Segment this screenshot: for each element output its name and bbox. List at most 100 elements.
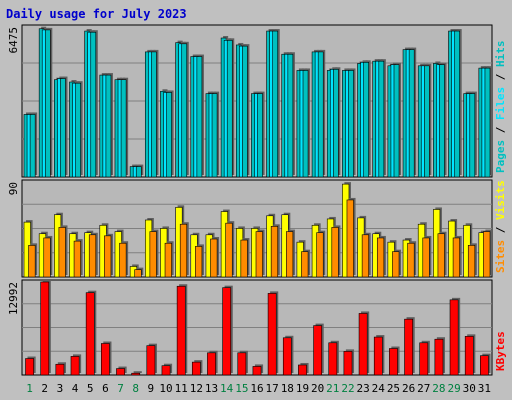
x-label-day-6: 6	[102, 382, 109, 395]
bar-visits-sites-sites-8	[134, 269, 142, 278]
bar-hits-files-pages-pages-29	[454, 30, 460, 178]
bar-hits-files-pages-pages-19	[302, 70, 309, 178]
bar-visits-sites-sites-30	[467, 245, 476, 278]
bar-hits-files-pages-pages-3	[60, 78, 66, 178]
bar-visits-sites-sites-27	[422, 237, 430, 278]
bar-kbytes-kbytes-4	[70, 356, 80, 376]
x-label-day-28: 28	[432, 382, 445, 395]
legend-part-pages: Pages	[494, 140, 507, 173]
bar-hits-files-pages-pages-10	[166, 92, 172, 178]
bar-kbytes-kbytes-3	[55, 363, 65, 376]
bar-shadow-kbytes-kbytes-8	[133, 371, 142, 373]
bar-kbytes-kbytes-31	[480, 355, 489, 376]
bar-kbytes-kbytes-24	[373, 336, 383, 376]
bar-kbytes-kbytes-1	[25, 358, 34, 376]
bar-kbytes-kbytes-6	[101, 343, 110, 376]
bar-hits-files-pages-pages-9	[151, 51, 157, 178]
bar-kbytes-kbytes-13	[207, 352, 216, 376]
bar-kbytes-kbytes-21	[328, 342, 338, 376]
bar-visits-sites-sites-12	[195, 246, 203, 278]
bar-visits-sites-sites-7	[119, 242, 127, 278]
legend-part-hits: Hits	[494, 41, 507, 68]
bar-hits-files-pages-pages-23	[363, 62, 370, 178]
bar-visits-sites-sites-21	[331, 227, 339, 278]
x-label-day-12: 12	[190, 382, 203, 395]
legend-part-kbytes: KBytes	[494, 331, 507, 371]
x-label-day-1: 1	[26, 382, 33, 395]
bar-hits-files-pages-pages-11	[181, 43, 188, 178]
bar-hits-files-pages-pages-12	[196, 56, 203, 178]
bar-hits-files-pages-pages-6	[105, 74, 112, 178]
bar-visits-sites-sites-17	[270, 226, 279, 278]
bar-hits-files-pages-pages-17	[272, 30, 279, 178]
legend-label-hits-files-pages: Pages / Files / Hits	[494, 41, 507, 174]
x-label-day-29: 29	[447, 382, 460, 395]
bar-visits-sites-sites-29	[452, 237, 460, 278]
bar-kbytes-kbytes-28	[434, 338, 444, 376]
bar-kbytes-kbytes-8	[131, 372, 141, 376]
bar-visits-sites-sites-15	[240, 239, 248, 278]
legend-separator: /	[494, 67, 507, 87]
x-label-day-17: 17	[266, 382, 279, 395]
legend-separator: /	[494, 220, 507, 240]
legend-part-sites: Sites	[494, 240, 507, 273]
x-label-day-11: 11	[175, 382, 188, 395]
x-label-day-22: 22	[341, 382, 354, 395]
bar-visits-sites-sites-18	[286, 231, 294, 278]
bar-visits-sites-sites-3	[58, 227, 66, 278]
bar-visits-sites-sites-14	[225, 222, 233, 278]
bar-visits-sites-sites-26	[407, 242, 415, 278]
x-label-day-10: 10	[159, 382, 172, 395]
bar-visits-sites-sites-9	[149, 231, 157, 278]
bar-hits-files-pages-pages-14	[226, 40, 233, 178]
x-label-day-24: 24	[372, 382, 386, 395]
bar-kbytes-kbytes-7	[116, 368, 125, 376]
bar-kbytes-kbytes-2	[40, 281, 50, 376]
x-label-day-31: 31	[478, 382, 491, 395]
bar-visits-sites-sites-4	[73, 240, 81, 278]
x-label-day-26: 26	[402, 382, 415, 395]
bar-hits-files-pages-pages-26	[408, 49, 415, 178]
bar-kbytes-kbytes-25	[389, 348, 398, 376]
bar-hits-files-pages-pages-30	[469, 93, 476, 178]
bar-kbytes-kbytes-12	[191, 361, 201, 376]
bar-visits-sites-sites-16	[255, 231, 263, 278]
x-label-day-25: 25	[387, 382, 400, 395]
ymax-label-hits-files-pages: 6475	[7, 27, 20, 54]
bar-visits-sites-sites-19	[301, 251, 309, 278]
x-label-day-2: 2	[41, 382, 48, 395]
x-label-day-7: 7	[117, 382, 124, 395]
bar-hits-files-pages-pages-27	[424, 65, 430, 178]
legend-label-kbytes: KBytes	[494, 331, 507, 371]
bar-visits-sites-sites-11	[179, 223, 188, 278]
bar-visits-sites-sites-6	[104, 235, 112, 278]
bar-kbytes-kbytes-9	[146, 345, 156, 376]
bar-kbytes-kbytes-18	[282, 337, 292, 376]
bar-visits-sites-sites-23	[361, 234, 370, 278]
bar-kbytes-kbytes-19	[298, 364, 307, 376]
bar-hits-files-pages-pages-5	[90, 31, 97, 178]
bar-visits-sites-sites-28	[437, 233, 445, 278]
bar-hits-files-pages-pages-16	[257, 93, 263, 178]
bar-kbytes-kbytes-22	[343, 351, 353, 376]
bar-hits-files-pages-pages-25	[393, 64, 400, 178]
x-label-day-13: 13	[205, 382, 218, 395]
x-label-day-8: 8	[132, 382, 139, 395]
bar-hits-files-pages-pages-28	[439, 64, 445, 178]
bar-hits-files-pages-pages-21	[333, 68, 339, 178]
legend-part-visits: Visits	[494, 180, 507, 220]
bar-hits-files-pages-pages-31	[484, 67, 491, 178]
x-label-day-18: 18	[281, 382, 294, 395]
x-label-day-14: 14	[220, 382, 234, 395]
bar-hits-files-pages-pages-7	[120, 79, 127, 178]
ymax-label-visits-sites: 90	[7, 182, 20, 195]
x-label-day-21: 21	[326, 382, 339, 395]
x-label-day-16: 16	[250, 382, 263, 395]
bar-hits-files-pages-pages-18	[287, 53, 294, 178]
bar-kbytes-kbytes-17	[267, 293, 277, 376]
x-label-day-23: 23	[357, 382, 370, 395]
x-label-day-19: 19	[296, 382, 309, 395]
legend-part-files: Files	[494, 87, 507, 120]
